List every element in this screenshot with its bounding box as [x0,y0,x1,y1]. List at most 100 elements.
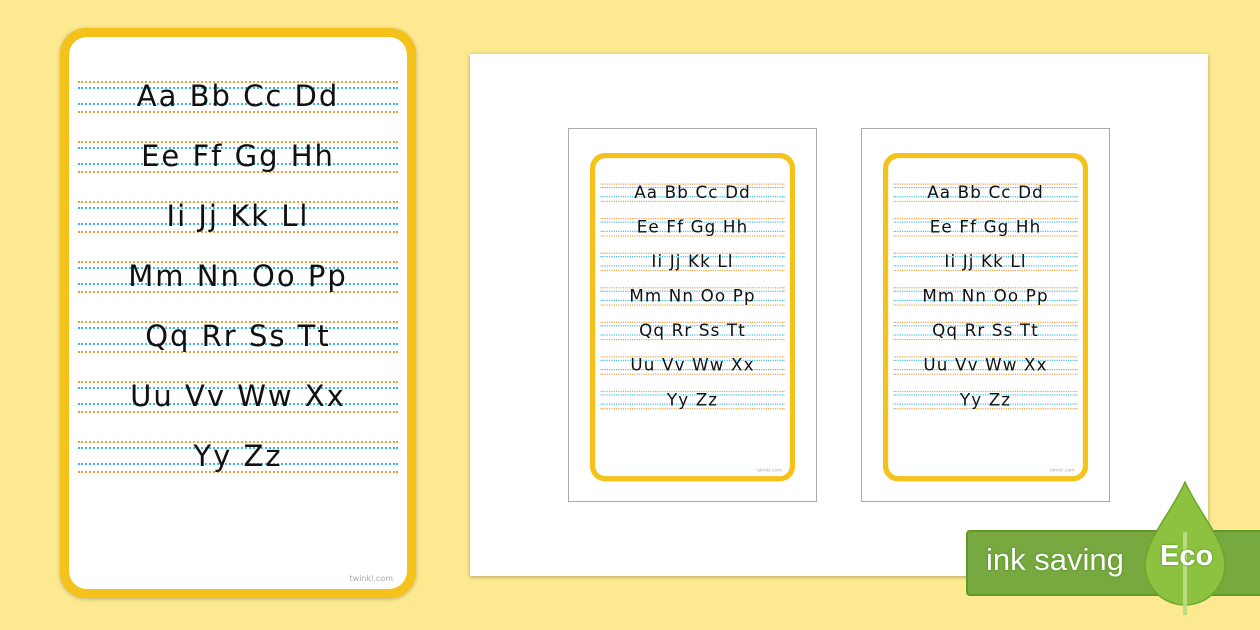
alphabet-row: Yy Zz [600,389,785,411]
guide-line [600,287,785,289]
letter-pairs: Yy Zz [666,389,719,410]
letter-pairs: Uu Vv Ww Xx [923,355,1048,375]
letter-pairs: Ii Jj Kk Ll [166,199,310,233]
guide-line [78,283,398,285]
leaf-icon [1144,480,1226,615]
card-sheet: Aa Bb Cc Dd Ee Ff Gg Hh Ii Jj Kk Ll Mm Nn O… [69,37,407,589]
print-page-2: Aa Bb Cc Dd Ee Ff Gg Hh Ii Jj Kk Ll Mm Nn O… [861,128,1110,502]
letter-pairs: Qq Rr Ss Tt [145,319,331,353]
guide-line [78,147,398,149]
guide-line [600,221,785,223]
guide-line [893,334,1078,336]
guide-line [893,339,1078,341]
guide-line [600,269,785,272]
print-page-1: Aa Bb Cc Dd Ee Ff Gg Hh Ii Jj Kk Ll Mm Nn O… [568,128,817,502]
guide-line [600,369,785,371]
guide-line [600,265,785,267]
letter-pairs: Aa Bb Cc Dd [136,79,340,113]
alphabet-row: Yy Zz [78,441,398,475]
guide-line [78,387,398,389]
alphabet-row: Ii Jj Kk Ll [78,201,398,235]
guide-line [600,186,785,189]
guide-line [893,325,1078,327]
alphabet-row: Uu Vv Ww Xx [893,355,1078,376]
guide-line [600,403,785,405]
guide-line [600,183,785,185]
card-footer: twinkl.com [756,467,782,473]
guide-line [600,321,785,323]
alphabet-row: Yy Zz [893,389,1078,411]
guide-line [893,230,1078,232]
guide-line [78,163,398,165]
guide-line [78,463,398,465]
alphabet-row: Qq Rr Ss Tt [78,321,398,355]
guide-line [893,218,1078,220]
print-preview-panel: Aa Bb Cc Dd Ee Ff Gg Hh Ii Jj Kk Ll Mm Nn O… [470,54,1208,576]
guide-line [78,447,398,449]
letter-pairs: Qq Rr Ss Tt [639,320,746,341]
guide-line [893,390,1078,393]
guide-line [78,261,398,263]
guide-line [893,196,1078,198]
card-sheet: Aa Bb Cc Dd Ee Ff Gg Hh Ii Jj Kk Ll Mm Nn O… [888,158,1083,477]
guide-line [893,403,1078,405]
guide-line [893,186,1078,189]
card-footer: twinkl.com [1049,467,1075,473]
alphabet-row: Ee Ff Gg Hh [600,218,785,238]
guide-line [893,287,1078,289]
guide-line [600,373,785,375]
guide-line [893,269,1078,272]
guide-line [893,304,1078,306]
alphabet-row: Aa Bb Cc Dd [78,81,398,115]
alphabet-row: Qq Rr Ss Tt [893,321,1078,342]
guide-line [78,201,398,203]
alphabet-row: Mm Nn Oo Pp [600,286,785,307]
guide-line [600,200,785,202]
alphabet-row: Mm Nn Oo Pp [893,286,1078,307]
letter-pairs: Aa Bb Cc Dd [634,182,751,202]
alphabet-row: Aa Bb Cc Dd [893,183,1078,204]
guide-line [78,171,398,173]
badge-text: ink saving [986,542,1124,577]
letter-pairs: Ii Jj Kk Ll [944,251,1027,272]
letter-pairs: Mm Nn Oo Pp [128,259,348,293]
letter-pairs: Ee Ff Gg Hh [929,216,1042,237]
guide-line [893,359,1078,361]
guide-line [600,290,785,292]
letter-pairs: Yy Zz [959,389,1012,410]
alphabet-row: Mm Nn Oo Pp [78,261,398,295]
alphabet-card-preview: Aa Bb Cc Dd Ee Ff Gg Hh Ii Jj Kk Ll Mm Nn O… [60,28,416,598]
letter-pairs: Uu Vv Ww Xx [630,355,755,375]
alphabet-row: Ee Ff Gg Hh [893,216,1078,238]
guide-line [78,103,398,105]
alphabet-row: Uu Vv Ww Xx [78,381,398,415]
guide-line [893,252,1078,254]
guide-line [600,325,785,327]
card-footer: twinkl.com [349,574,393,583]
guide-line [600,299,785,302]
guide-line [893,290,1078,292]
guide-line [600,218,785,220]
letter-pairs: Yy Zz [193,439,283,473]
card-sheet: Aa Bb Cc Dd Ee Ff Gg Hh Ii Jj Kk Ll Mm Nn O… [595,158,790,477]
alphabet-row: Uu Vv Ww Xx [600,355,785,376]
letter-pairs: Mm Nn Oo Pp [629,286,756,306]
guide-line [78,471,398,473]
guide-line [893,200,1078,202]
letter-pairs: Ii Jj Kk Ll [651,251,734,272]
guide-line [78,321,398,323]
guide-line [893,183,1078,185]
letter-pairs: Mm Nn Oo Pp [922,286,1049,306]
guide-line [78,111,398,113]
alphabet-row: Ee Ff Gg Hh [78,141,398,175]
guide-line [893,265,1078,267]
guide-line [600,339,785,341]
guide-line [600,304,785,306]
guide-line [600,359,785,361]
guide-line [78,87,398,89]
alphabet-card-mini: Aa Bb Cc Dd Ee Ff Gg Hh Ii Jj Kk Ll Mm Nn O… [590,153,796,482]
alphabet-row: Aa Bb Cc Dd [600,182,785,204]
guide-line [893,408,1078,410]
letter-pairs: Uu Vv Ww Xx [130,379,346,413]
guide-line [78,267,398,269]
